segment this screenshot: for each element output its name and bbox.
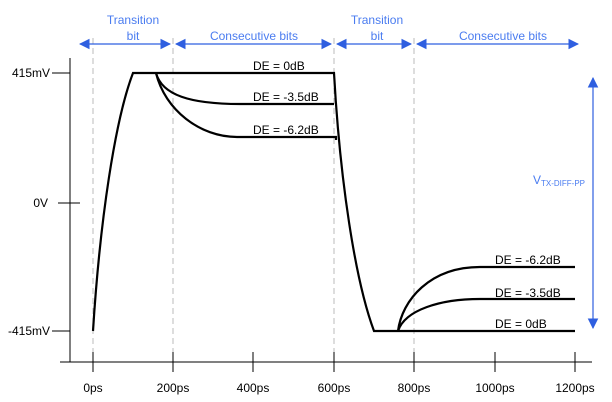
de-label: DE = -3.5dB	[253, 90, 319, 104]
waveform-minus-6-2db-low	[396, 265, 575, 332]
x-tick-label: 800ps	[398, 381, 431, 395]
x-tick-label: 600ps	[318, 381, 351, 395]
segment-label: bit	[127, 29, 140, 43]
segment-label: bit	[371, 29, 384, 43]
segment-label: Transition	[351, 13, 403, 27]
x-tick-label: 0ps	[83, 381, 102, 395]
swing-label: VTX-DIFF-PP	[533, 173, 585, 188]
y-tick-label: 415mV	[12, 66, 50, 80]
waveform-minus-6-2db-high	[154, 72, 338, 140]
y-tick-label: -415mV	[8, 324, 50, 338]
axes	[52, 58, 592, 372]
x-tick-label: 200ps	[157, 381, 190, 395]
bit-boundary-guides	[92, 38, 415, 362]
de-label: DE = 0dB	[495, 317, 547, 331]
segment-label: Transition	[107, 13, 159, 27]
segment-label: Consecutive bits	[459, 29, 547, 43]
x-tick-label: 1200ps	[555, 381, 594, 395]
x-tick-label: 1000ps	[475, 381, 514, 395]
waveform-minus-3-5db-low	[396, 297, 575, 332]
de-label: DE = 0dB	[253, 59, 305, 73]
de-label: DE = -6.2dB	[495, 253, 561, 267]
de-label: DE = -6.2dB	[253, 123, 319, 137]
de-label: DE = -3.5dB	[495, 286, 561, 300]
segment-label: Consecutive bits	[210, 29, 298, 43]
waveform-0db	[91, 71, 575, 333]
x-tick-label: 400ps	[237, 381, 270, 395]
y-tick-label: 0V	[33, 196, 48, 210]
